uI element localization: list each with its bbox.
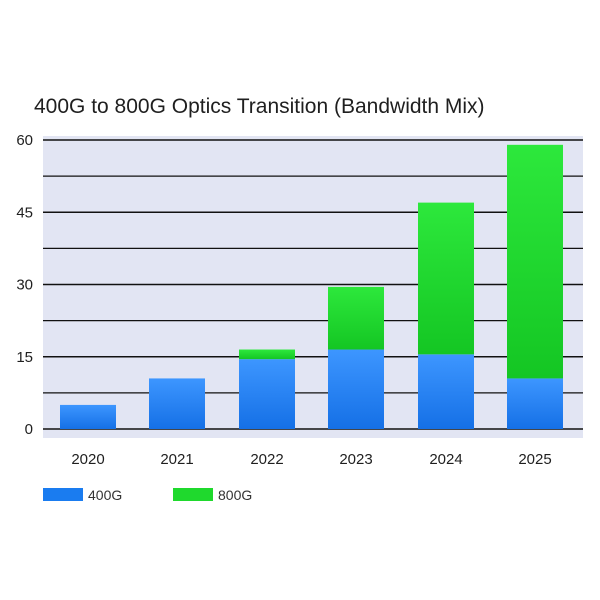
bar-400g-2023 — [328, 349, 384, 429]
plot-area — [43, 136, 583, 438]
y-axis-ticks: 0 15 30 45 60 — [16, 132, 33, 438]
y-tick-label: 45 — [16, 204, 33, 221]
legend-swatch-400g — [43, 488, 83, 501]
x-tick-label: 2022 — [250, 451, 283, 468]
bars — [60, 144, 563, 429]
bar-800g-2024 — [418, 202, 474, 355]
bar-400g-2025 — [507, 378, 563, 429]
bar-800g-2025 — [507, 144, 563, 379]
bar-400g-2024 — [418, 354, 474, 429]
chart-title: 400G to 800G Optics Transition (Bandwidt… — [34, 95, 485, 118]
x-axis-ticks: 2020 2021 2022 2023 2024 2025 — [71, 451, 551, 468]
x-tick-label: 2020 — [71, 451, 104, 468]
legend: 400G 800G — [43, 487, 252, 503]
y-tick-label: 60 — [16, 132, 33, 149]
gridlines — [43, 139, 583, 430]
bar-400g-2021 — [149, 378, 205, 429]
legend-label-400g: 400G — [88, 487, 122, 503]
bar-800g-2022 — [239, 349, 295, 360]
y-tick-label: 30 — [16, 277, 33, 294]
bar-400g-2022 — [239, 359, 295, 429]
bar-800g-2023 — [328, 286, 384, 350]
bar-400g-2020 — [60, 404, 116, 429]
y-tick-label: 15 — [16, 349, 33, 366]
x-tick-label: 2021 — [160, 451, 193, 468]
legend-swatch-800g — [173, 488, 213, 501]
x-tick-label: 2025 — [518, 451, 551, 468]
x-tick-label: 2023 — [339, 451, 372, 468]
y-tick-label: 0 — [25, 421, 33, 438]
legend-label-800g: 800G — [218, 487, 252, 503]
x-tick-label: 2024 — [429, 451, 462, 468]
